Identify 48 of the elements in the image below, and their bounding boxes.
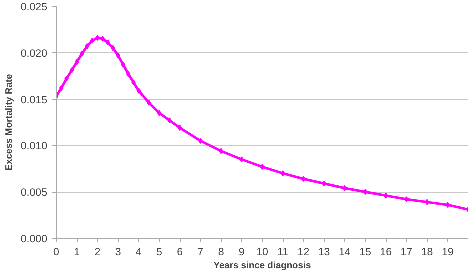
y-tick-label: 0.025 (20, 2, 48, 14)
x-tick-label: 1 (74, 246, 80, 258)
x-tick-label: 14 (338, 246, 351, 258)
point (178, 125, 182, 132)
x-tick-label: 9 (238, 246, 245, 258)
x-tick-label: 12 (298, 246, 310, 258)
x-tick-label: 15 (360, 246, 372, 258)
x-tick-label: 0 (54, 246, 60, 258)
point (363, 189, 368, 196)
line-series (56, 35, 468, 213)
x-tick-label: 6 (177, 246, 184, 258)
x-tick-label: 4 (136, 246, 142, 258)
x-tick-label: 18 (421, 246, 434, 258)
x-tick-label: 8 (218, 246, 224, 258)
x-tick-label: 3 (115, 246, 122, 258)
y-tick-label: 0.020 (20, 48, 48, 60)
x-tick-label: 5 (156, 246, 163, 258)
x-tick-label: 11 (278, 246, 289, 258)
point (157, 110, 162, 116)
x-axis-title: Years since diagnosis (214, 260, 312, 270)
point (106, 40, 110, 46)
y-tick-label: 0.015 (20, 94, 48, 106)
point (70, 68, 74, 74)
point (136, 88, 142, 94)
point (85, 43, 90, 50)
point (74, 59, 80, 66)
x-tick-label: 19 (442, 246, 454, 258)
point (240, 156, 244, 163)
point (260, 164, 265, 170)
point (59, 85, 64, 92)
point (121, 62, 126, 68)
y-tick-label: 0.005 (20, 187, 48, 200)
y-tick-label: 0.000 (20, 234, 48, 246)
x-tick-label: 2 (94, 246, 101, 258)
y-tick-label: 0.010 (20, 140, 48, 153)
x-tick-label: 13 (318, 246, 330, 258)
point (110, 45, 116, 52)
y-axis-title: Excess Mortality Rate (4, 74, 14, 171)
x-tick-label: 10 (256, 246, 268, 258)
point (100, 36, 106, 42)
point (90, 38, 95, 44)
x-tick-label: 7 (198, 246, 204, 258)
point (446, 202, 450, 208)
point (126, 71, 131, 78)
x-tick-label: 16 (380, 246, 392, 258)
x-tick-label: 17 (400, 246, 413, 258)
point (280, 170, 286, 177)
point (384, 192, 388, 199)
